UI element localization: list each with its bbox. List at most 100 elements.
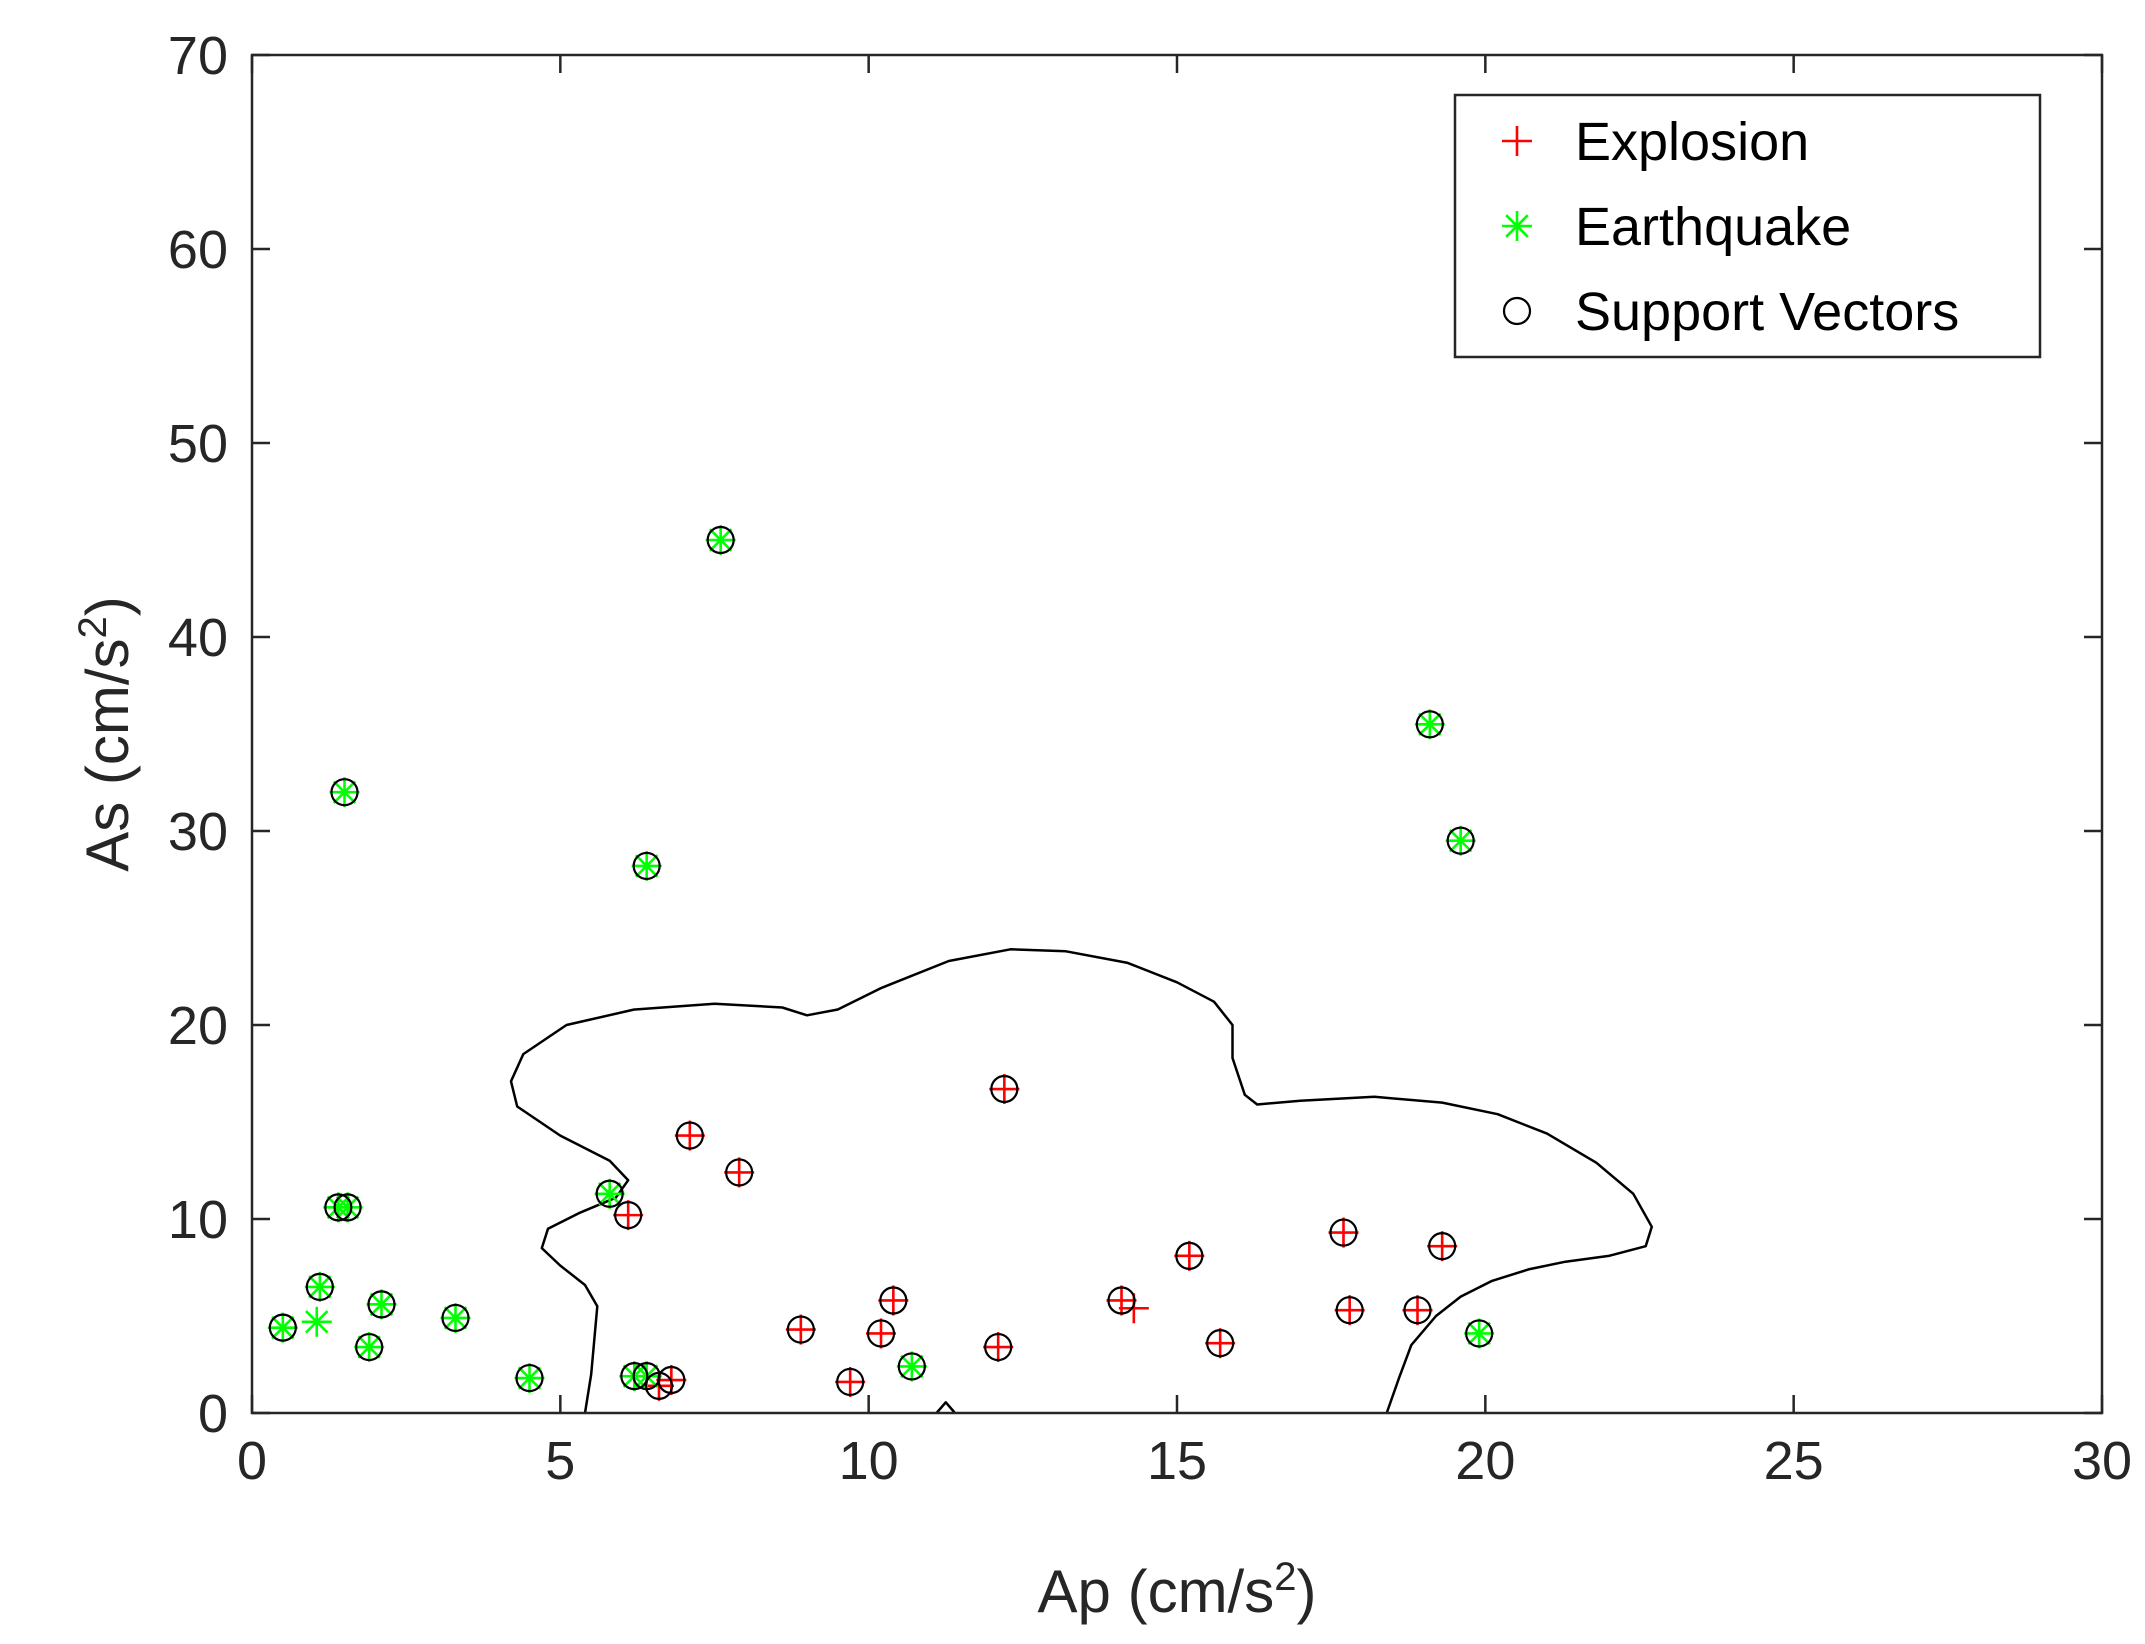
- earthquake-point: [267, 1312, 298, 1343]
- support-vector-point: [706, 525, 735, 555]
- y-axis-label-superscript: 2: [71, 616, 115, 638]
- support-vector-point: [1206, 1329, 1235, 1358]
- support-vector-point: [1175, 1241, 1204, 1270]
- support-vector-point: [305, 1272, 334, 1302]
- x-tick-label: 30: [2072, 1431, 2132, 1491]
- explosion-point: [1402, 1295, 1433, 1326]
- legend-earthquake-marker: [1502, 211, 1532, 241]
- y-tick-label: 70: [168, 26, 228, 86]
- support-vector-point: [515, 1363, 544, 1393]
- support-vector-point: [786, 1315, 815, 1344]
- earthquake-point: [354, 1332, 385, 1363]
- support-vector-point: [330, 778, 359, 807]
- asterisk-d2: [900, 1354, 924, 1379]
- earthquake-point: [896, 1351, 927, 1382]
- support-vector-point: [268, 1313, 297, 1342]
- support-vector-point: [990, 1074, 1019, 1104]
- support-vector-point: [1415, 710, 1444, 739]
- support-vector-point: [441, 1303, 470, 1333]
- y-axis-label-close: ): [74, 596, 141, 616]
- legend-explosion-label: Explosion: [1575, 112, 1809, 172]
- support-vector-point: [1107, 1286, 1136, 1315]
- support-vector-point: [355, 1332, 384, 1362]
- asterisk-d2: [1418, 712, 1442, 737]
- y-tick-label: 20: [168, 996, 228, 1056]
- support-vector-point: [1403, 1296, 1432, 1325]
- support-vector-point: [367, 1290, 396, 1319]
- support-vector-point: [879, 1286, 908, 1315]
- y-tick-label: 0: [198, 1384, 228, 1444]
- asterisk-d2: [597, 1182, 622, 1206]
- asterisk-d2: [305, 1310, 329, 1334]
- asterisk-d2: [1448, 828, 1473, 853]
- explosion-point: [1106, 1285, 1137, 1316]
- legend-support-vectors-label: Support Vectors: [1575, 282, 1959, 342]
- legend-box: [1453, 93, 2042, 359]
- x-tick-label: 10: [839, 1431, 899, 1491]
- x-tick-label: 5: [545, 1431, 575, 1491]
- legend-support-vectors-marker: [1502, 296, 1532, 326]
- explosion-point: [613, 1200, 644, 1231]
- asterisk-d2: [271, 1315, 295, 1340]
- support-vector-point: [1329, 1218, 1358, 1247]
- support-vector-point: [632, 1362, 661, 1391]
- support-vector-point: [1335, 1296, 1364, 1325]
- earthquake-point: [366, 1289, 397, 1320]
- x-axis-label: Ap (cm/s2): [1038, 1555, 1317, 1625]
- legend-asterisk-marker: [1502, 211, 1532, 241]
- support-vector-point: [632, 851, 661, 881]
- earthquake-point: [301, 1306, 332, 1337]
- explosion-point: [1328, 1217, 1359, 1248]
- legend-circle-marker: [1502, 296, 1532, 326]
- earthquake-point: [1445, 825, 1476, 856]
- y-axis-label-base: As (cm/s: [74, 638, 141, 871]
- support-vector-point: [836, 1367, 865, 1397]
- decision-boundary-curve: [935, 1401, 956, 1414]
- support-vector-point: [897, 1352, 926, 1381]
- x-tick-label: 15: [1147, 1431, 1207, 1491]
- explosion-point: [983, 1332, 1014, 1363]
- support-vector-point: [984, 1332, 1013, 1362]
- support-vector-point: [614, 1201, 643, 1230]
- explosion-point: [1334, 1295, 1365, 1326]
- explosion-point: [674, 1120, 705, 1151]
- asterisk-d2: [1505, 214, 1529, 238]
- explosion-point: [1427, 1231, 1458, 1262]
- legend-earthquake-label: Earthquake: [1575, 197, 1851, 257]
- explosion-point: [878, 1285, 909, 1316]
- explosion-point: [866, 1318, 896, 1349]
- earthquake-point: [304, 1271, 335, 1302]
- earthquake-point: [594, 1178, 625, 1209]
- explosion-point: [1205, 1328, 1236, 1359]
- asterisk-d2: [1467, 1321, 1491, 1346]
- support-vector-point: [866, 1319, 896, 1348]
- asterisk-d2: [708, 528, 733, 552]
- support-vector-point: [324, 1193, 353, 1222]
- earthquake-point: [329, 777, 360, 808]
- legend: Explosion Earthquake Support Vectors: [1453, 93, 2042, 359]
- x-axis-label-base: Ap (cm/s: [1038, 1558, 1275, 1625]
- explosion-point: [724, 1157, 755, 1188]
- legend-plus-marker: [1502, 126, 1532, 156]
- x-tick-label: 25: [1764, 1431, 1824, 1491]
- asterisk-d2: [443, 1306, 468, 1330]
- earthquake-point: [514, 1363, 545, 1394]
- support-vector-point: [595, 1179, 624, 1208]
- support-vector-point: [675, 1121, 704, 1150]
- earthquake-point: [440, 1302, 471, 1333]
- explosion-point: [989, 1074, 1020, 1105]
- axis-ticks: 0 5 10 15 20 25 30 0 10 20 30 40 50 60 70: [168, 26, 2132, 1491]
- earthquake-point: [705, 525, 736, 555]
- asterisk-d2: [308, 1275, 332, 1299]
- explosion-point: [835, 1366, 866, 1397]
- y-axis-label: As (cm/s2): [71, 596, 141, 872]
- asterisk-d2: [517, 1366, 542, 1390]
- asterisk-d2: [357, 1335, 381, 1359]
- support-vector-point: [1428, 1232, 1457, 1261]
- support-vector-point: [1446, 826, 1475, 855]
- support-vector-point: [725, 1158, 754, 1187]
- explosion-point: [785, 1314, 816, 1345]
- asterisk-d2: [332, 780, 357, 804]
- x-tick-label: 0: [237, 1431, 267, 1491]
